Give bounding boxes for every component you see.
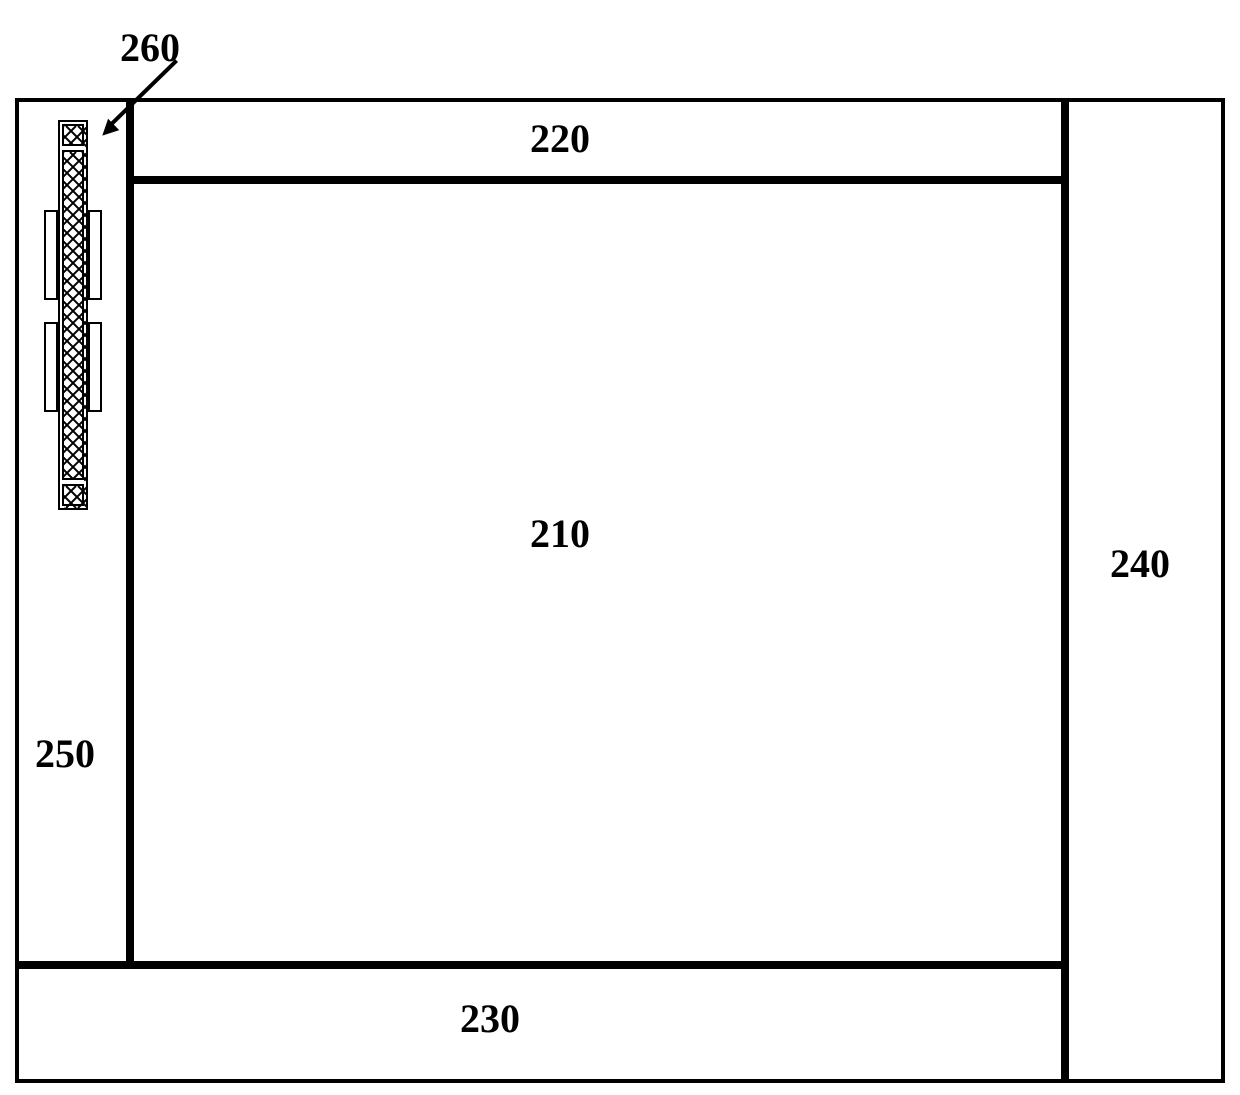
label-230: 230 <box>460 995 520 1042</box>
diagram-canvas: 210220230240250260 <box>0 0 1240 1095</box>
comp-260-body-outline <box>58 120 88 510</box>
comp-260-left-tab-1 <box>44 322 58 412</box>
comp-260-right-tab-1 <box>88 322 102 412</box>
comp-260-left-tab-0 <box>44 210 58 300</box>
comp-260-right-tab-0 <box>88 210 102 300</box>
arrow-260-head <box>100 122 116 138</box>
label-250: 250 <box>35 730 95 777</box>
label-210: 210 <box>530 510 590 557</box>
region-220 <box>130 98 1065 180</box>
region-240 <box>1065 98 1225 1083</box>
label-220: 220 <box>530 115 590 162</box>
label-240: 240 <box>1110 540 1170 587</box>
region-210 <box>130 180 1065 965</box>
region-230 <box>15 965 1065 1083</box>
